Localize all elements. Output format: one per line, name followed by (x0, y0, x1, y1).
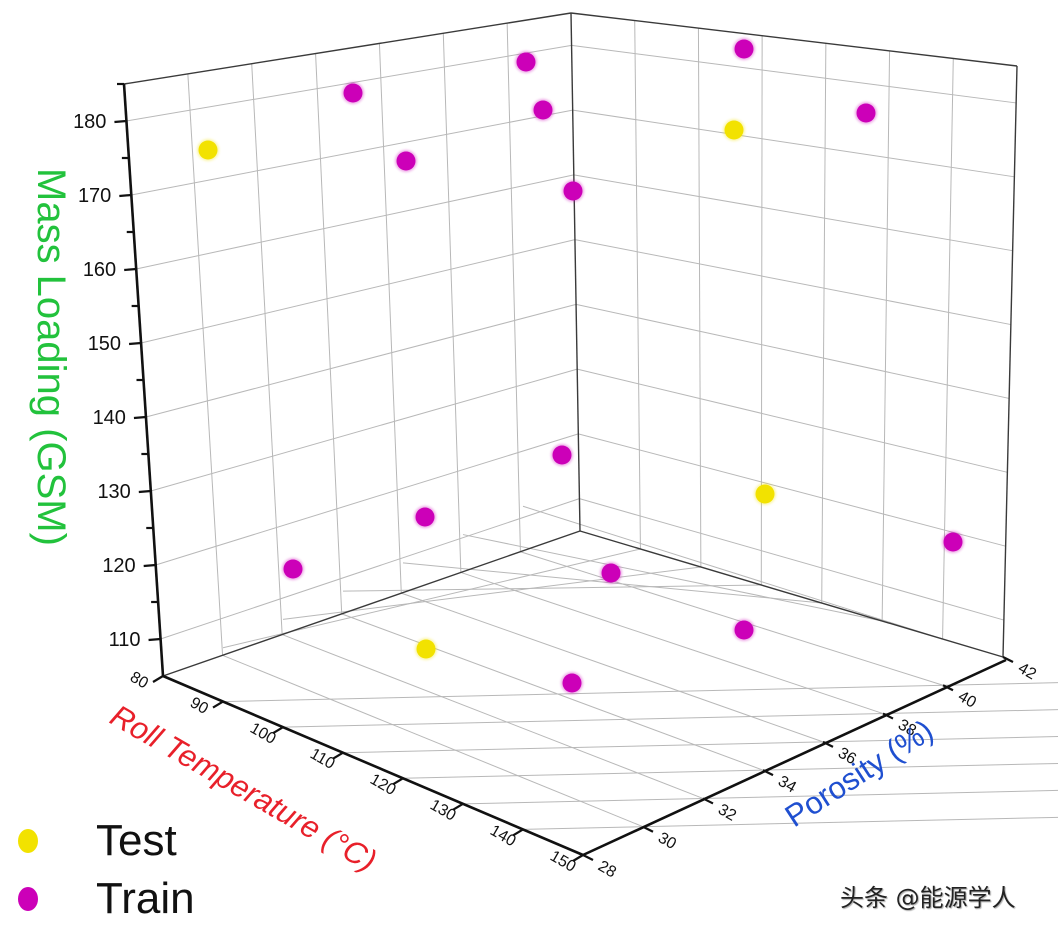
legend-label-train: Train (96, 874, 195, 923)
y-tick-label: 30 (655, 829, 679, 853)
legend: Test Train (12, 812, 195, 928)
train-data-point (415, 507, 435, 527)
train-data-point (734, 39, 754, 59)
train-marker-icon (18, 887, 38, 911)
z-tick-label: 110 (109, 629, 141, 651)
y-tick-label: 28 (595, 858, 619, 882)
z-tick-label: 160 (83, 259, 116, 281)
grid-lines (126, 20, 1058, 830)
train-data-point (343, 83, 363, 103)
train-data-point (396, 151, 416, 171)
watermark: 头条 @能源学人 (840, 884, 1016, 912)
test-marker-icon (18, 829, 38, 853)
z-axis-title: Mass Loading (GSM) (29, 168, 73, 546)
test-data-point (755, 484, 775, 504)
axis-titles: Mass Loading (GSM) Roll Temperature (°C)… (29, 168, 939, 878)
train-data-point (283, 559, 303, 579)
train-data-point (516, 52, 536, 72)
train-data-point (563, 181, 583, 201)
train-data-point (734, 620, 754, 640)
legend-label-test: Test (96, 816, 177, 865)
test-data-point (416, 639, 436, 659)
train-data-point (943, 532, 963, 552)
z-tick-label: 140 (93, 407, 126, 429)
y-tick-label: 40 (955, 688, 979, 712)
legend-item-test: Test (12, 812, 195, 870)
data-points (197, 38, 964, 694)
y-tick-label: 38 (895, 716, 919, 740)
z-tick-label: 130 (97, 481, 130, 503)
train-data-point (601, 563, 621, 583)
z-tick-label: 150 (88, 333, 121, 355)
x-tick-label: 90 (187, 694, 211, 718)
test-data-point (724, 120, 744, 140)
axis-tick-labels: 1101201301401501601701808090100110120130… (73, 111, 1039, 881)
z-tick-label: 180 (73, 111, 106, 133)
y-tick-label: 34 (775, 773, 799, 797)
legend-item-train: Train (12, 870, 195, 928)
train-data-point (856, 103, 876, 123)
x-tick-label: 80 (127, 669, 151, 693)
box-edges (123, 12, 1018, 677)
axes (114, 82, 1014, 862)
y-axis-title: Porosity (%) (779, 713, 940, 834)
z-tick-label: 120 (102, 555, 135, 577)
train-data-point (552, 445, 572, 465)
y-tick-label: 42 (1015, 660, 1039, 684)
z-tick-label: 170 (78, 185, 111, 207)
train-data-point (562, 673, 582, 693)
y-tick-label: 36 (835, 745, 859, 769)
y-tick-label: 32 (715, 801, 739, 825)
test-data-point (198, 140, 218, 160)
train-data-point (533, 100, 553, 120)
